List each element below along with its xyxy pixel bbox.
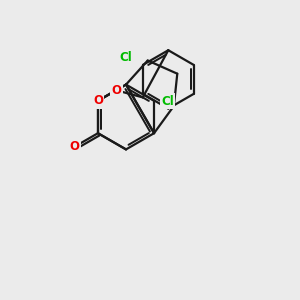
Text: O: O: [111, 84, 121, 97]
Text: Cl: Cl: [161, 95, 174, 108]
Text: O: O: [69, 140, 79, 154]
Text: Cl: Cl: [120, 51, 132, 64]
Text: O: O: [93, 94, 103, 107]
